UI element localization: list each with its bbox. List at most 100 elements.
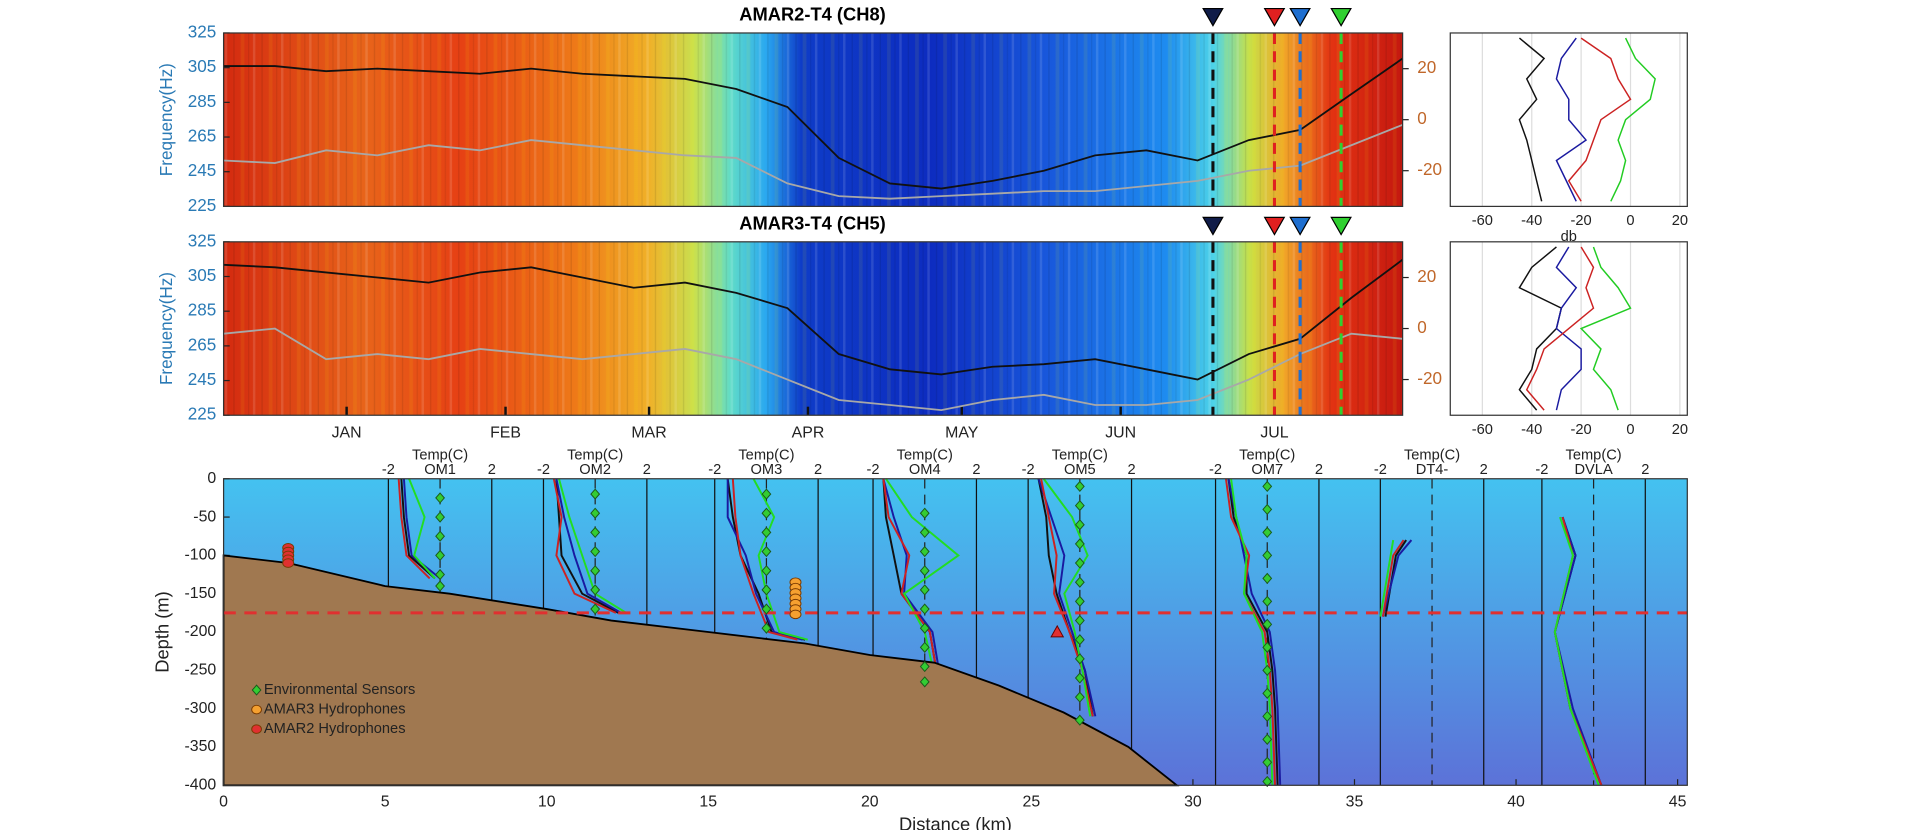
y-tick-label: 245 bbox=[188, 370, 217, 389]
x-tick-label: MAR bbox=[631, 425, 666, 442]
data-line bbox=[223, 327, 1403, 412]
mooring-tick-label: 2 bbox=[488, 462, 496, 478]
mooring-tick-label: 2 bbox=[1315, 462, 1323, 478]
mooring-tick-label: -2 bbox=[1022, 462, 1035, 478]
sensor bbox=[1074, 634, 1085, 646]
y-tick-label: -150 bbox=[184, 585, 216, 602]
event-marker bbox=[1289, 7, 1311, 27]
mooring-tick-label: -2 bbox=[708, 462, 721, 478]
y-axis-label: Frequency(Hz) bbox=[157, 63, 176, 176]
sensor bbox=[919, 676, 930, 688]
x-tick-label: MAY bbox=[945, 425, 979, 442]
profile-line bbox=[1555, 246, 1582, 411]
sensor bbox=[1074, 672, 1085, 684]
legend-symbol bbox=[251, 684, 262, 696]
legend-label: AMAR2 Hydrophones bbox=[264, 721, 406, 737]
sensor bbox=[1262, 756, 1273, 768]
panel-title: AMAR2-T4 (CH8) bbox=[739, 4, 886, 25]
sensor bbox=[1262, 480, 1273, 493]
x-tick-label: 35 bbox=[1346, 794, 1364, 811]
plot-frame bbox=[222, 241, 1404, 416]
y-tick-label: -200 bbox=[184, 623, 216, 640]
y-tick-label: 265 bbox=[188, 127, 217, 146]
mooring-tick-label: 2 bbox=[814, 462, 822, 478]
x-tick-label: -20 bbox=[1571, 213, 1592, 229]
event-marker bbox=[1202, 216, 1224, 236]
sensor bbox=[1262, 775, 1273, 788]
x-tick-label: 30 bbox=[1184, 794, 1202, 811]
profile-line bbox=[1610, 37, 1656, 202]
sensor bbox=[1262, 687, 1273, 699]
sensor bbox=[1262, 710, 1273, 722]
mooring-name: OM2 bbox=[579, 462, 611, 478]
temp-profile bbox=[1381, 539, 1405, 617]
temp-profile bbox=[1382, 539, 1413, 617]
mooring-tick-label: -2 bbox=[867, 462, 880, 478]
mooring-name: DVLA bbox=[1574, 462, 1612, 478]
mooring-tick-label: -2 bbox=[537, 462, 550, 478]
event-marker bbox=[1289, 216, 1311, 236]
x-tick-label: 40 bbox=[1507, 794, 1525, 811]
profile-line bbox=[1567, 37, 1632, 202]
x-tick-label: 0 bbox=[1626, 213, 1634, 229]
mooring-axis-label: Temp(C) bbox=[897, 447, 953, 463]
x-tick-label: -40 bbox=[1521, 213, 1542, 229]
temp-profile bbox=[1037, 478, 1097, 717]
mooring-name: OM7 bbox=[1251, 462, 1283, 478]
sensor bbox=[1262, 526, 1273, 539]
x-tick-label: 0 bbox=[219, 794, 228, 811]
y-tick-label: -350 bbox=[184, 738, 216, 755]
mooring-tick-label: -2 bbox=[1209, 462, 1222, 478]
sensor bbox=[919, 545, 930, 558]
y-tick-label: -100 bbox=[184, 547, 216, 564]
sensor bbox=[1074, 480, 1085, 493]
sensor bbox=[1074, 499, 1085, 512]
mooring-axis-label: Temp(C) bbox=[1404, 447, 1460, 463]
sensor bbox=[761, 545, 772, 558]
x-tick-label: 0 bbox=[1626, 422, 1634, 438]
sensor bbox=[435, 580, 446, 592]
panel-title: AMAR3-T4 (CH5) bbox=[739, 213, 886, 234]
mooring-axis-label: Temp(C) bbox=[1566, 447, 1622, 463]
sensor bbox=[919, 584, 930, 596]
y-tick-label: 225 bbox=[188, 196, 217, 215]
y-tick-label: 225 bbox=[188, 405, 217, 424]
y-tick-label: -50 bbox=[193, 508, 216, 525]
mooring-axis-label: Temp(C) bbox=[1239, 447, 1295, 463]
x-tick-label: 5 bbox=[381, 794, 390, 811]
plot-frame bbox=[222, 32, 1404, 208]
temp-profile bbox=[558, 478, 627, 614]
sensor bbox=[435, 530, 446, 542]
hydrophone bbox=[282, 558, 295, 568]
mooring-axis-label: Temp(C) bbox=[738, 447, 794, 463]
y-tick-label: -400 bbox=[184, 776, 216, 793]
y2-tick-label: 0 bbox=[1417, 109, 1427, 128]
sensor bbox=[1074, 576, 1085, 588]
mooring-name: OM1 bbox=[424, 462, 456, 478]
temp-profile bbox=[1379, 539, 1395, 617]
plot-frame bbox=[222, 478, 1688, 786]
sensor bbox=[919, 641, 930, 653]
x-tick-label: JUN bbox=[1105, 425, 1136, 442]
data-line bbox=[223, 258, 1404, 381]
y-tick-label: 285 bbox=[188, 92, 217, 111]
sensor bbox=[1262, 664, 1273, 676]
sensor bbox=[1074, 538, 1085, 550]
y2-tick-label: -20 bbox=[1417, 160, 1442, 179]
sensor bbox=[590, 488, 601, 500]
mooring-name: OM4 bbox=[909, 462, 941, 478]
x-tick-label: -40 bbox=[1521, 422, 1542, 438]
spectrogram-texture bbox=[223, 241, 1403, 416]
mooring-tick-label: -2 bbox=[1535, 462, 1548, 478]
temp-profile bbox=[726, 478, 803, 641]
x-tick-label: FEB bbox=[490, 425, 521, 442]
sensor bbox=[761, 488, 772, 500]
sensor bbox=[590, 565, 601, 577]
y-tick-label: -300 bbox=[184, 700, 216, 717]
x-tick-label: 15 bbox=[699, 794, 717, 811]
sensor bbox=[590, 603, 601, 615]
x-tick-label: JAN bbox=[332, 425, 362, 442]
x-tick-label: 10 bbox=[538, 794, 556, 811]
mooring-tick-label: 2 bbox=[643, 462, 651, 478]
event-marker bbox=[1330, 7, 1352, 27]
